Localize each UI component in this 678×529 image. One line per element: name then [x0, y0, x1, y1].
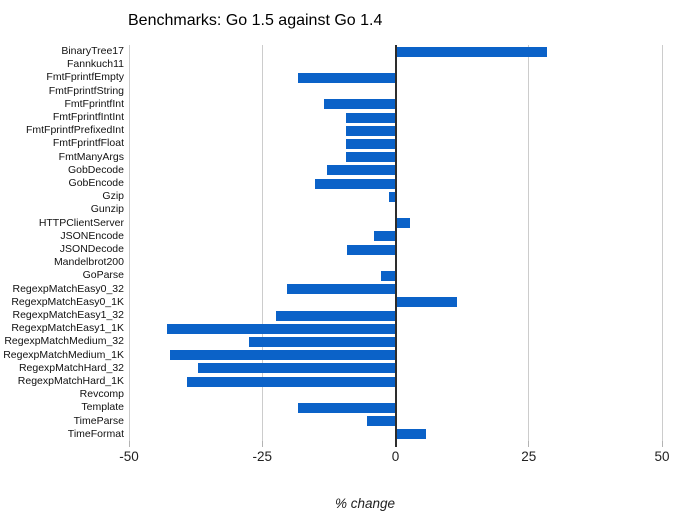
bar-GobEncode: [315, 178, 396, 189]
bar-FmtManyArgs: [346, 152, 396, 163]
chart-title: Benchmarks: Go 1.5 against Go 1.4: [128, 12, 383, 29]
category-label: GoParse: [82, 269, 124, 282]
axis-tick: [528, 441, 530, 447]
category-label: Fannkuch11: [66, 58, 124, 71]
category-label: FmtFprintfEmpty: [46, 71, 124, 84]
category-label: TimeParse: [73, 414, 124, 427]
category-label: FmtFprintfPrefixedInt: [25, 124, 124, 137]
category-label: JSONDecode: [59, 243, 124, 255]
bar-GobDecode: [327, 165, 396, 176]
axis-tick: [261, 441, 263, 447]
x-tick-label: -50: [119, 449, 139, 464]
bar-RegexpMatchEasy1_1K: [166, 323, 396, 334]
bar-FmtFprintfInt: [323, 99, 396, 110]
axis-tick: [128, 441, 130, 447]
category-label: RegexpMatchEasy1_32: [12, 309, 125, 321]
bar-GoParse: [381, 271, 396, 281]
bar-FmtFprintfEmpty: [298, 73, 396, 83]
bar-RegexpMatchEasy0_1K: [395, 297, 458, 308]
category-label: RegexpMatchHard_1K: [17, 375, 124, 387]
bar-TimeParse: [367, 416, 396, 427]
bar-JSONDecode: [346, 244, 396, 255]
category-label: Gzip: [102, 190, 124, 203]
gridline: [661, 45, 663, 441]
bar-FmtFprintfIntInt: [346, 112, 396, 123]
bar-HTTPClientServer: [395, 218, 411, 229]
bar-FmtFprintfFloat: [346, 139, 396, 149]
bar-RegexpMatchHard_32: [198, 363, 396, 374]
category-label: BinaryTree17: [61, 45, 124, 57]
category-label: Gunzip: [90, 203, 124, 216]
bar-RegexpMatchEasy0_32: [286, 284, 396, 295]
x-tick-label: 0: [391, 449, 400, 464]
x-tick-label: 25: [521, 449, 537, 464]
bar-RegexpMatchMedium_32: [249, 337, 396, 347]
bar-Gzip: [388, 191, 396, 202]
category-label: RegexpMatchEasy1_1K: [11, 322, 124, 335]
bar-FmtFprintfPrefixedInt: [346, 125, 396, 136]
bar-JSONEncode: [373, 231, 396, 242]
bar-TimeFormat: [395, 429, 426, 440]
x-tick-label: 50: [654, 449, 670, 464]
category-label: FmtFprintfString: [48, 84, 124, 97]
gridline: [128, 45, 130, 441]
x-axis-label: % change: [334, 496, 396, 511]
bar-BinaryTree17: [395, 46, 547, 57]
bar-RegexpMatchMedium_1K: [169, 350, 396, 361]
category-label: FmtManyArgs: [58, 150, 124, 163]
category-label: RegexpMatchMedium_32: [4, 335, 124, 348]
category-label: Mandelbrot200: [53, 256, 124, 269]
category-label: FmtFprintfFloat: [52, 137, 124, 150]
x-tick-label: -25: [252, 449, 273, 464]
axis-tick: [661, 441, 663, 447]
category-label: GobEncode: [68, 177, 124, 189]
category-label: RegexpMatchEasy0_32: [12, 282, 125, 295]
category-label: FmtFprintfIntInt: [52, 111, 124, 123]
category-label: RegexpMatchMedium_1K: [3, 348, 124, 361]
gridline: [528, 45, 530, 441]
gridline: [261, 45, 263, 441]
category-label: JSONEncode: [60, 229, 124, 242]
category-label: Revcomp: [79, 388, 124, 401]
category-label: TimeFormat: [67, 427, 124, 440]
category-label: Template: [81, 401, 124, 414]
category-label: RegexpMatchHard_32: [18, 361, 124, 374]
bar-RegexpMatchEasy1_32: [276, 310, 396, 321]
category-label: FmtFprintfInt: [64, 97, 124, 110]
category-label: GobDecode: [67, 163, 124, 176]
category-label: HTTPClientServer: [38, 216, 124, 229]
bar-Template: [297, 403, 396, 413]
bar-RegexpMatchHard_1K: [186, 376, 396, 387]
category-label: RegexpMatchEasy0_1K: [11, 295, 124, 308]
zero-axis-line: [394, 45, 397, 447]
